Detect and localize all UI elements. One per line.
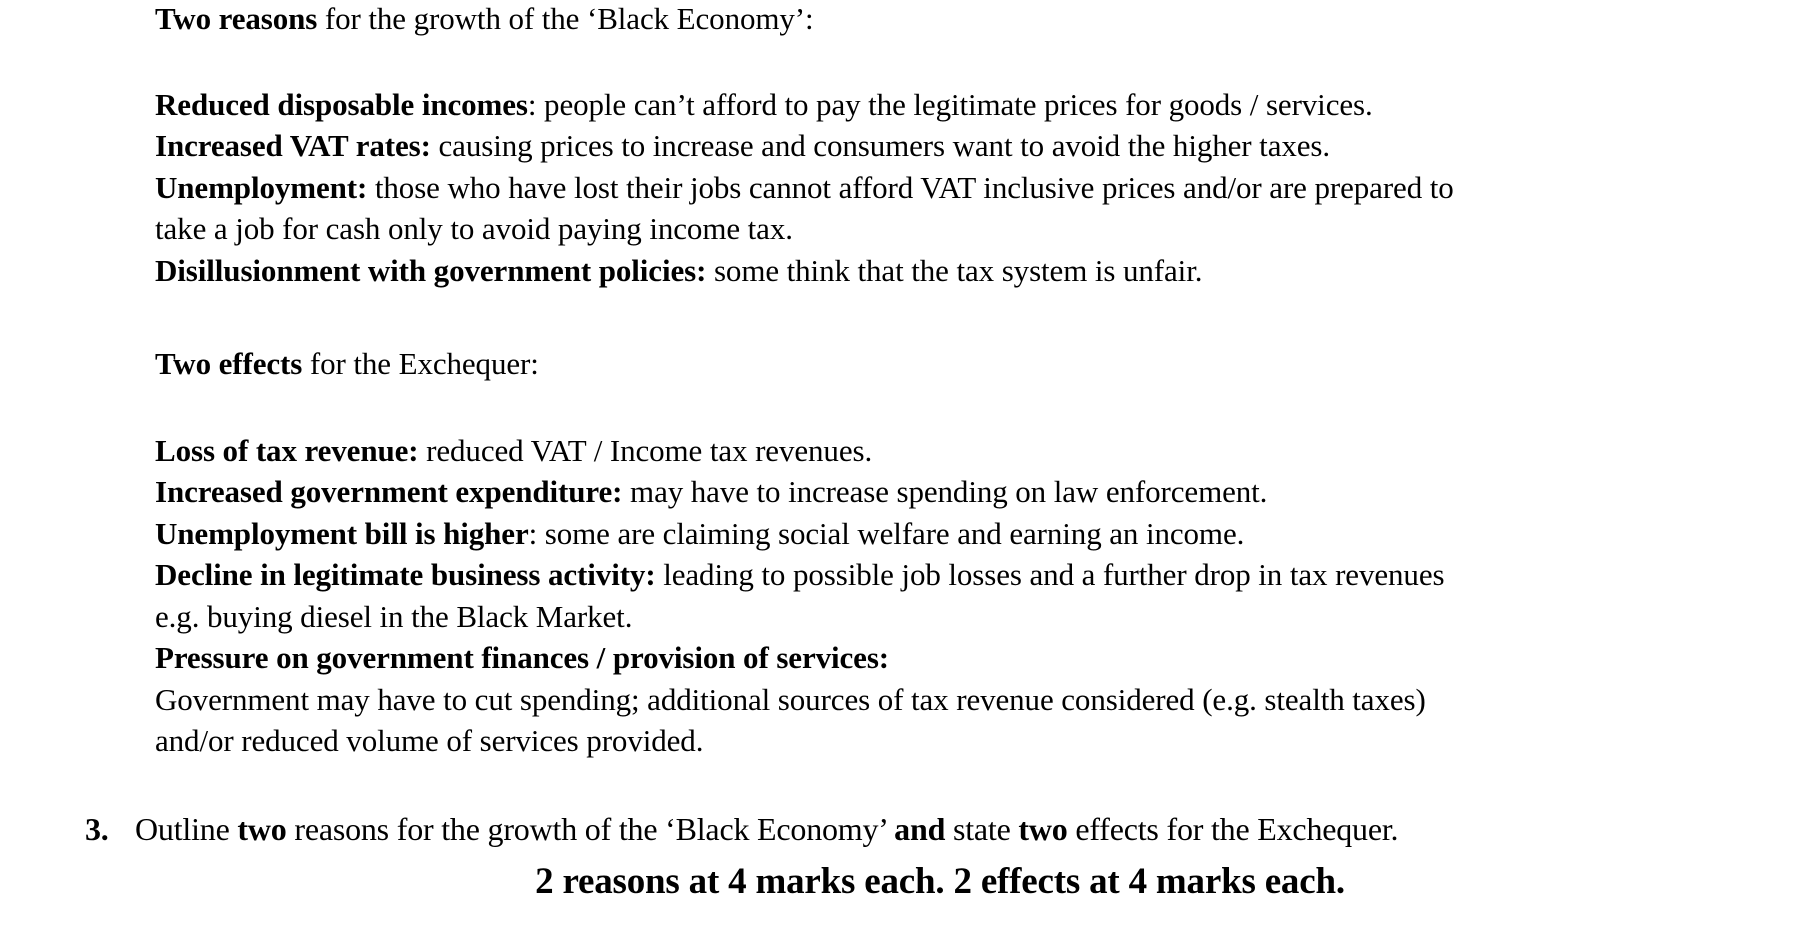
question-text: Outline two reasons for the growth of th… xyxy=(135,808,1725,850)
text-line: Two reasons for the growth of the ‘Black… xyxy=(155,0,1725,40)
text-run-bold: Loss of tax revenue: xyxy=(155,432,419,468)
text-run: and/or reduced volume of services provid… xyxy=(155,723,704,758)
text-run: for the Exchequer: xyxy=(302,345,539,381)
text-run-bold: and xyxy=(894,810,946,847)
text-run: may have to increase spending on law enf… xyxy=(622,474,1268,509)
text-run-bold: Disillusionment with government policies… xyxy=(155,252,707,288)
text-run: state xyxy=(945,810,1019,847)
text-line: Two effects for the Exchequer: xyxy=(155,343,1725,385)
text-run: some think that the tax system is unfair… xyxy=(706,252,1203,288)
text-run: take a job for cash only to avoid paying… xyxy=(155,211,793,246)
text-run-bold: two xyxy=(1018,810,1068,847)
text-run-bold: Increased VAT rates: xyxy=(155,128,431,163)
question-number: 3. xyxy=(85,810,109,847)
text-run: reasons for the growth of the ‘Black Eco… xyxy=(286,810,895,847)
text-line: Government may have to cut spending; add… xyxy=(155,679,1725,721)
text-line: Increased VAT rates: causing prices to i… xyxy=(155,125,1725,167)
text-line: 2 reasons at 4 marks each. 2 effects at … xyxy=(155,856,1725,908)
text-line: Increased government expenditure: may ha… xyxy=(155,471,1725,513)
text-run-bold: Unemployment: xyxy=(155,169,368,205)
text-run-bold: Two reasons xyxy=(155,1,318,36)
text-column: Two reasons for the growth of the ‘Black… xyxy=(85,0,1725,908)
text-run: Government may have to cut spending; add… xyxy=(155,681,1426,717)
text-run: those who have lost their jobs cannot af… xyxy=(367,169,1454,205)
text-run-bold: Pressure on government finances / provis… xyxy=(155,640,890,675)
question-row: 3. Outline two reasons for the growth of … xyxy=(85,808,1725,850)
text-line: take a job for cash only to avoid paying… xyxy=(155,208,1725,250)
text-line: Pressure on government finances / provis… xyxy=(155,637,1725,679)
text-run: effects for the Exchequer. xyxy=(1067,810,1399,847)
text-run-bold: Increased government expenditure: xyxy=(155,474,623,509)
text-line: Decline in legitimate business activity:… xyxy=(155,554,1725,596)
text-run: : some are claiming social welfare and e… xyxy=(528,515,1245,551)
text-run-bold: 2 reasons at 4 marks each. 2 effects at … xyxy=(535,861,1345,902)
text-line: Unemployment: those who have lost their … xyxy=(155,167,1725,209)
text-line: and/or reduced volume of services provid… xyxy=(155,720,1725,762)
text-run: leading to possible job losses and a fur… xyxy=(655,557,1445,592)
text-run-bold: Unemployment bill is higher xyxy=(155,515,529,551)
text-run: for the growth of the ‘Black Economy’: xyxy=(317,1,814,36)
paragraph-effects-heading: Two effects for the Exchequer: xyxy=(155,343,1725,385)
text-run: Outline xyxy=(135,810,238,847)
text-line: Loss of tax revenue: reduced VAT / Incom… xyxy=(155,430,1725,472)
text-line: Reduced disposable incomes: people can’t… xyxy=(155,84,1725,126)
paragraph-reasons-heading: Two reasons for the growth of the ‘Black… xyxy=(155,0,1725,40)
text-run: e.g. buying diesel in the Black Market. xyxy=(155,598,633,634)
paragraph-reasons-list: Reduced disposable incomes: people can’t… xyxy=(155,84,1725,292)
text-run-bold: Two effects xyxy=(155,345,303,381)
text-run-bold: Decline in legitimate business activity: xyxy=(155,557,656,592)
text-run: causing prices to increase and consumers… xyxy=(430,128,1331,163)
marks-row: 2 reasons at 4 marks each. 2 effects at … xyxy=(155,856,1725,908)
text-line: Outline two reasons for the growth of th… xyxy=(135,808,1725,850)
text-line: Disillusionment with government policies… xyxy=(155,250,1725,292)
text-run: : people can’t afford to pay the legitim… xyxy=(527,86,1373,122)
text-line: e.g. buying diesel in the Black Market. xyxy=(155,596,1725,638)
text-run: reduced VAT / Income tax revenues. xyxy=(418,432,873,468)
paragraph-effects-list: Loss of tax revenue: reduced VAT / Incom… xyxy=(155,430,1725,762)
text-run-bold: two xyxy=(237,810,287,847)
text-run-bold: Reduced disposable incomes xyxy=(155,86,528,122)
text-line: Unemployment bill is higher: some are cl… xyxy=(155,513,1725,555)
